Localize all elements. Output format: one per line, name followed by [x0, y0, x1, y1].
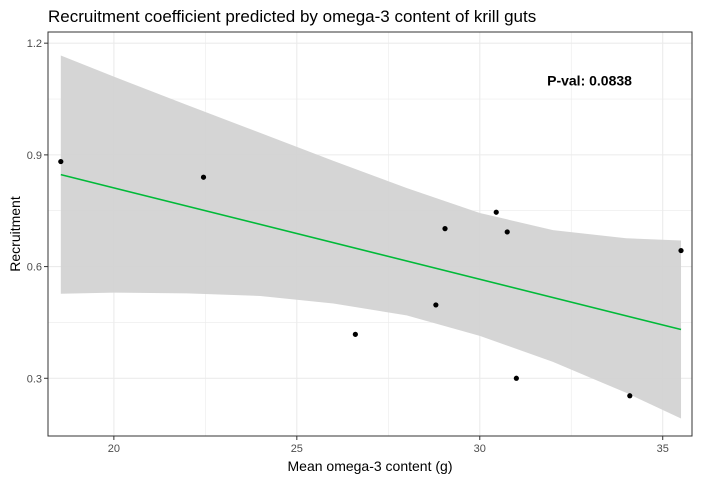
y-tick-label-1: 0.6: [27, 262, 42, 274]
y-tick-label-3: 1.2: [27, 38, 42, 50]
x-tick-label-2: 30: [474, 443, 486, 455]
fit-line-layer: [60, 173, 682, 331]
data-point-7: [513, 375, 519, 381]
data-point-0: [58, 158, 64, 165]
chart-title: Recruitment coefficient predicted by ome…: [48, 7, 536, 26]
data-points: [58, 158, 684, 399]
data-point-3: [433, 302, 439, 308]
data-point-1: [200, 174, 207, 180]
data-point-6: [504, 229, 510, 235]
confidence-band-layer: [60, 55, 682, 419]
y-axis-title: Recruitment: [7, 196, 23, 272]
x-tick-label-3: 35: [657, 443, 669, 455]
x-tick-label-1: 25: [291, 443, 303, 455]
p-value-annotation: P-val: 0.0838: [547, 72, 632, 88]
data-point-5: [493, 209, 499, 215]
x-axis-title: Mean omega-3 content (g): [288, 458, 453, 474]
axes: 20 25 30 35 0.3 0.6 0.9 1.2: [27, 38, 669, 455]
y-tick-label-0: 0.3: [27, 373, 42, 385]
fit-line: [60, 173, 682, 331]
x-tick-label-0: 20: [108, 443, 120, 455]
data-point-2: [352, 331, 358, 337]
data-point-8: [627, 393, 633, 399]
panel-border: [47, 31, 693, 437]
data-point-9: [678, 247, 684, 254]
y-tick-label-2: 0.9: [27, 150, 42, 162]
data-point-4: [442, 226, 448, 232]
confidence-band: [60, 55, 682, 419]
